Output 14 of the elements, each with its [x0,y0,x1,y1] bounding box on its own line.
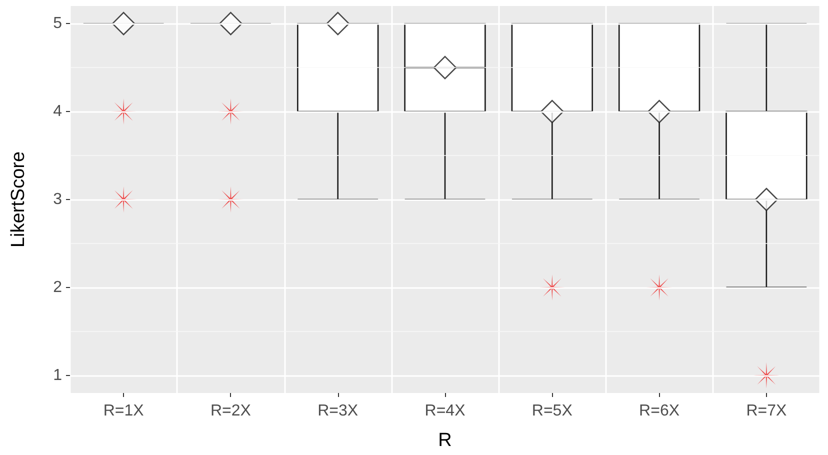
x-tick-label: R=4X [424,402,466,420]
x-axis-title: R [438,430,452,451]
x-tick-label: R=7X [746,402,787,420]
x-tick-label: R=6X [639,402,680,420]
x-tick-label: R=1X [103,402,144,420]
y-tick-label: 5 [53,15,62,32]
x-tick-label: R=5X [532,402,573,420]
y-tick-label: 3 [53,191,62,208]
y-tick-label: 2 [53,278,62,296]
y-tick-label: 4 [53,103,62,120]
x-tick-label: R=3X [318,402,358,420]
y-tick-label: 1 [53,366,62,384]
x-tick-label: R=2X [210,402,252,420]
y-axis-title: LikertScore [8,151,29,248]
